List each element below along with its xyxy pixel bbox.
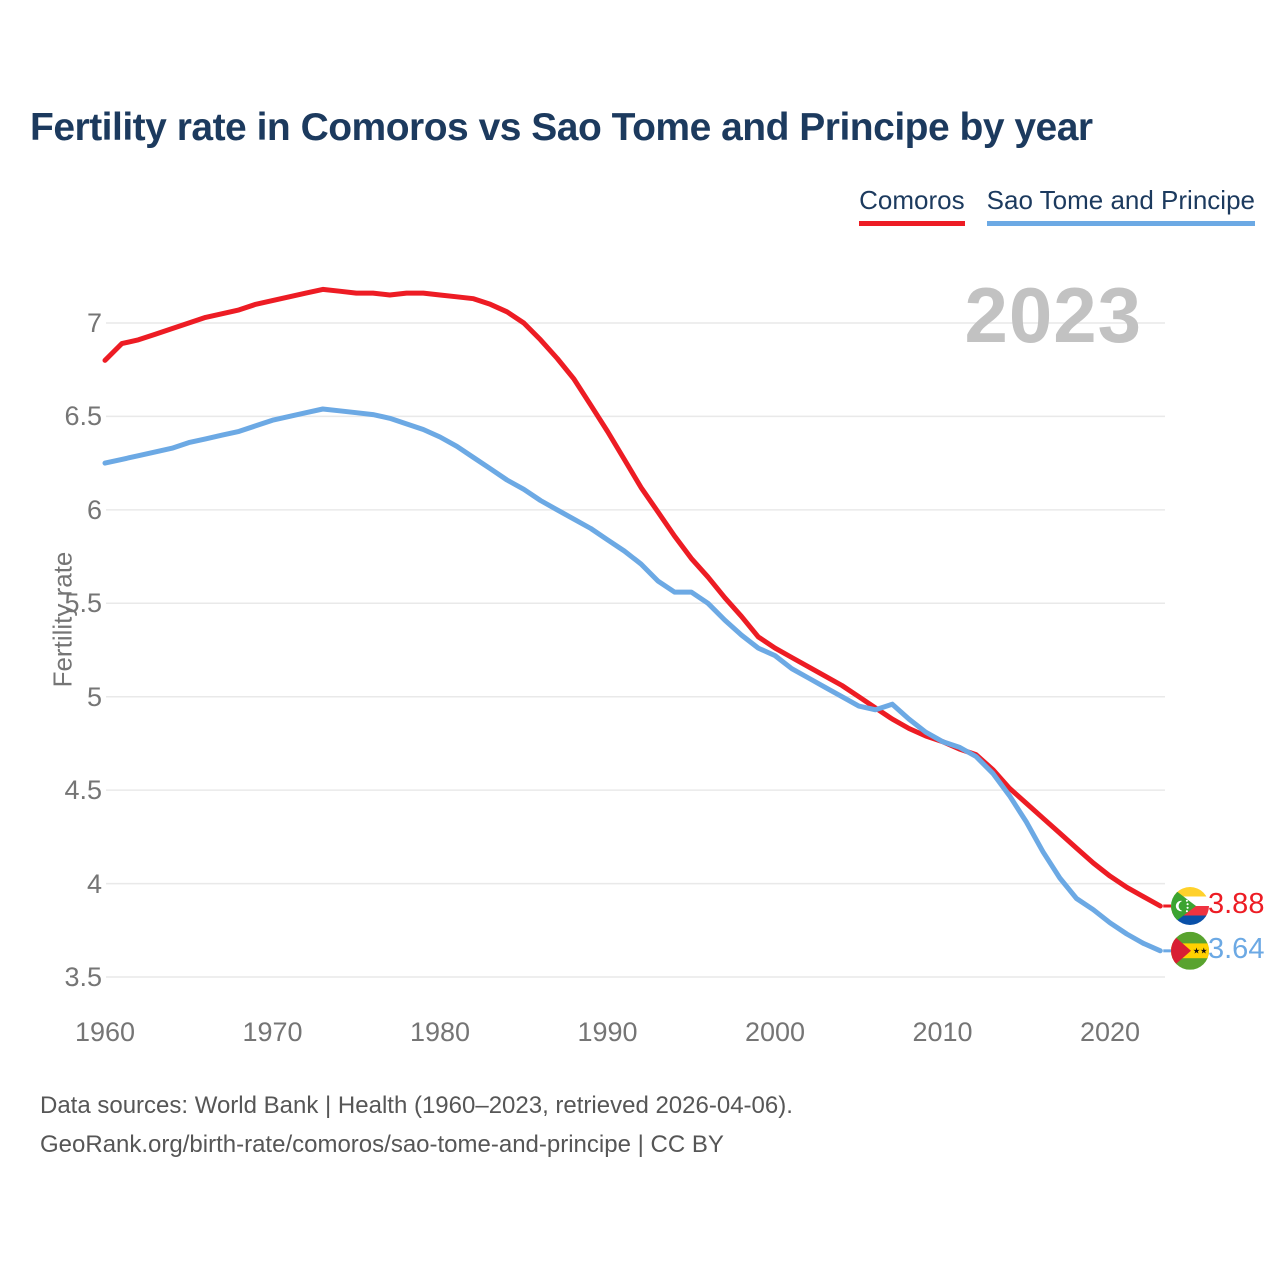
legend-color-bar [986,221,1255,226]
legend-label: Comoros [859,185,965,215]
series-lines [102,286,1163,954]
x-tick-label: 2020 [1079,1017,1141,1047]
y-tick-label: 7 [86,308,102,338]
y-tick-label: 4.5 [64,775,102,806]
comoros-flag-icon [1171,887,1209,925]
page-title: Fertility rate in Comoros vs Sao Tome an… [30,106,1093,149]
y-tick-label: 6 [86,494,102,525]
attribution-line: GeoRank.org/birth-rate/comoros/sao-tome-… [40,1131,724,1158]
footer: Data sources: World Bank | Health (1960–… [40,1086,793,1164]
year-watermark: 2023 [964,271,1142,359]
legend-item-sao-tome[interactable]: Sao Tome and Principe [986,185,1255,226]
end-value-label-comoros: 3.88 [1208,888,1265,921]
sao-tome-flag-icon [1171,931,1209,970]
x-tick-label: 2010 [912,1017,973,1047]
x-tick-label: 1970 [242,1017,303,1047]
x-tick-label: 1980 [409,1017,471,1047]
x-tick-label: 1960 [74,1017,136,1047]
end-value-label-sao-tome: 3.64 [1208,933,1265,966]
data-sources-line: Data sources: World Bank | Health (1960–… [40,1092,793,1119]
y-tick-label: 5 [86,681,102,712]
y-tick-label: 6.5 [64,401,102,432]
y-tick-label: 5.5 [64,588,102,619]
line-comoros [102,286,1163,909]
legend-color-bar [859,221,965,226]
legend-item-comoros[interactable]: Comoros [859,185,965,226]
x-tick-label: 2000 [744,1017,806,1047]
x-tick-label: 1990 [577,1017,638,1047]
end-connectors [1163,904,1171,953]
y-tick-label: 4 [86,868,102,899]
y-tick-label: 3.5 [64,962,102,992]
legend: Comoros Sao Tome and Principe [859,185,1255,226]
legend-label: Sao Tome and Principe [986,185,1255,215]
line-saotome [102,406,1163,954]
